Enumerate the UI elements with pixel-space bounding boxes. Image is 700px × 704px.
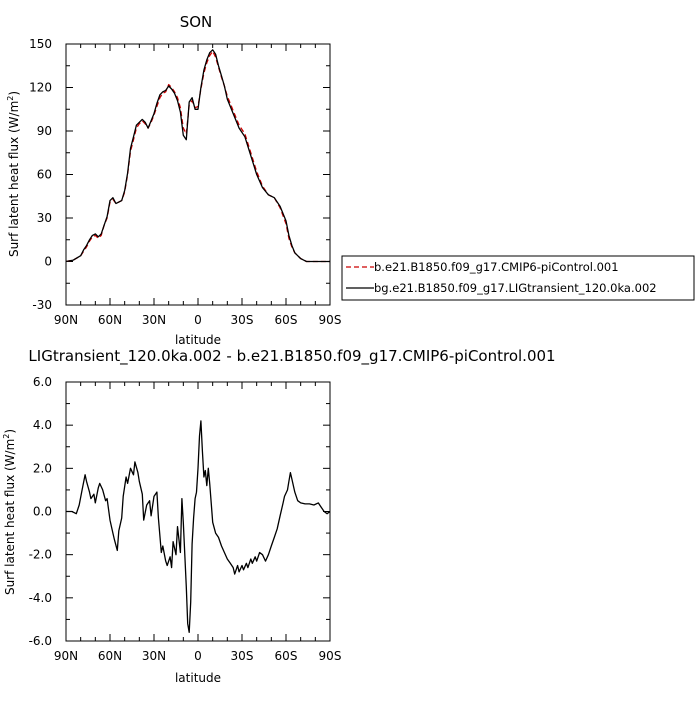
bottom-xtick-label: 0 <box>194 649 202 663</box>
top-ytick-label: 30 <box>37 211 52 225</box>
top-ytick-label: -30 <box>32 298 52 312</box>
top-xtick-label: 90N <box>54 313 78 327</box>
top-xtick-label: 60S <box>275 313 298 327</box>
bottom-ytick-label: -6.0 <box>29 634 52 648</box>
legend-label-picontrol: b.e21.B1850.f09_g17.CMIP6-piControl.001 <box>374 260 619 274</box>
bottom-plot-frame <box>65 381 331 642</box>
top-yaxis-label: Surf latent heat flux (W/m2) <box>6 91 21 257</box>
bottom-ytick-label: 6.0 <box>33 375 52 389</box>
top-xtick-label: 30S <box>231 313 254 327</box>
bottom-xtick-label: 30N <box>142 649 166 663</box>
bottom-yaxis-label: Surf latent heat flux (W/m2) <box>2 429 17 595</box>
bottom-ytick-label: -4.0 <box>29 591 52 605</box>
bottom-ytick-label: -2.0 <box>29 548 52 562</box>
top-xtick-label: 60N <box>98 313 122 327</box>
bottom-xtick-label: 60S <box>275 649 298 663</box>
top-xaxis-label: latitude <box>175 333 221 347</box>
top-xtick-label: 30N <box>142 313 166 327</box>
bottom-panel-title: LIGtransient_120.0ka.002 - b.e21.B1850.f… <box>28 347 555 366</box>
bottom-ytick-label: 4.0 <box>33 418 52 432</box>
legend-box <box>341 255 695 301</box>
bottom-xtick-label: 60N <box>98 649 122 663</box>
top-panel: SON 90N 60N 30N 0 30S 60S 90S-300306090120150 … <box>6 13 695 347</box>
top-xtick-label: 90S <box>319 313 342 327</box>
bottom-xtick-label: 90N <box>54 649 78 663</box>
bottom-series-line-1 <box>66 420 331 634</box>
top-ytick-label: 90 <box>37 124 52 138</box>
bottom-xtick-label: 30S <box>231 649 254 663</box>
top-plot-area: 90N 60N 30N 0 30S 60S 90S -30 0 30 60 90 120 150 <box>29 37 341 327</box>
bottom-plot-area: 90N 60N 30N 0 30S 60S 90S -6.0 -4.0 -2.0 0.0 2.0 4.0… <box>29 375 342 663</box>
legend: b.e21.B1850.f09_g17.CMIP6-piControl.001 … <box>341 255 695 301</box>
top-ytick-label: 120 <box>29 81 52 95</box>
top-plot-frame <box>65 43 331 306</box>
legend-label-ligtransient: bg.e21.B1850.f09_g17.LIGtransient_120.0k… <box>374 281 657 295</box>
top-xtick-label: 0 <box>194 313 202 327</box>
top-ytick-label: 60 <box>37 168 52 182</box>
top-series-line-1 <box>65 50 330 263</box>
top-series-line-2 <box>65 49 330 263</box>
bottom-xaxis-label: latitude <box>175 671 221 685</box>
top-ytick-label: 150 <box>29 37 52 51</box>
bottom-panel: LIGtransient_120.0ka.002 - b.e21.B1850.f… <box>2 347 556 685</box>
top-panel-title: SON <box>180 13 213 31</box>
bottom-xtick-label: 90S <box>319 649 342 663</box>
bottom-ytick-label: 0.0 <box>33 505 52 519</box>
bottom-ytick-label: 2.0 <box>33 461 52 475</box>
top-ytick-label: 0 <box>44 255 52 269</box>
